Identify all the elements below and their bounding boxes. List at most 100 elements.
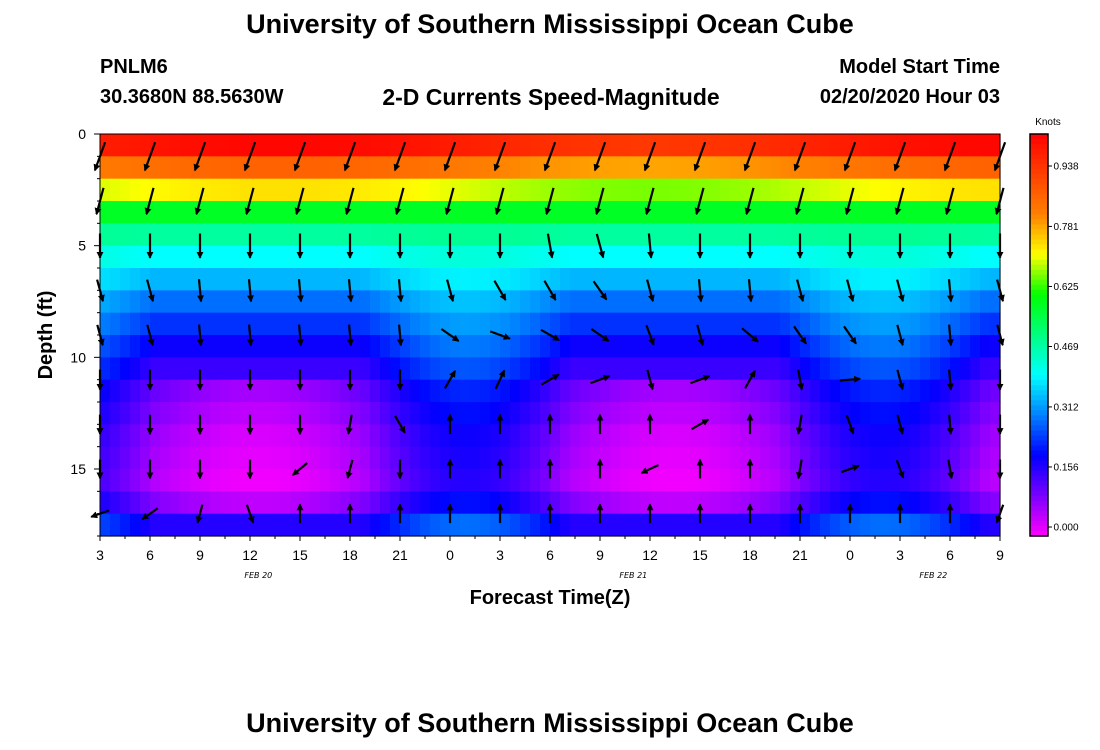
heatmap-cell <box>150 424 161 448</box>
heatmap-cell <box>720 379 731 403</box>
colorbar-segment <box>1030 314 1048 321</box>
heatmap-cell <box>700 446 711 470</box>
heatmap-cell <box>780 357 791 381</box>
heatmap-cell <box>900 245 911 269</box>
colorbar-tick-label: 0.625 <box>1053 282 1078 293</box>
heatmap-cell <box>950 245 961 269</box>
heatmap-cell <box>760 290 771 314</box>
heatmap-cell <box>280 201 291 224</box>
heatmap-cell <box>920 335 931 358</box>
heatmap-cell <box>180 156 191 180</box>
heatmap-cell <box>590 312 601 336</box>
heatmap-cell <box>250 379 261 403</box>
heatmap-cell <box>890 469 901 492</box>
heatmap-cell <box>680 402 691 425</box>
heatmap-cell <box>920 469 931 492</box>
heatmap-cell <box>760 513 771 537</box>
heatmap-cell <box>340 469 351 492</box>
heatmap-cell <box>850 402 861 425</box>
heatmap-cell <box>540 178 551 202</box>
heatmap-cell <box>620 134 631 157</box>
colorbar-segment <box>1030 520 1048 527</box>
heatmap-cell <box>880 245 891 269</box>
current-arrow <box>146 324 155 347</box>
heatmap-cell <box>420 513 431 537</box>
heatmap-cell <box>320 134 331 157</box>
heatmap-cell <box>120 491 131 515</box>
heatmap-cell <box>360 268 371 291</box>
heatmap-cell <box>190 223 201 247</box>
heatmap-cell <box>500 290 511 314</box>
heatmap-cell <box>580 491 591 515</box>
heatmap-cell <box>590 134 601 157</box>
heatmap-cell <box>910 424 921 448</box>
heatmap-cell <box>840 290 851 314</box>
heatmap-cell <box>560 178 571 202</box>
current-arrow <box>946 324 954 347</box>
heatmap-cell <box>720 491 731 515</box>
current-arrow <box>896 279 905 303</box>
heatmap-cell <box>830 290 841 314</box>
colorbar-tick-label: 0.469 <box>1053 342 1078 353</box>
heatmap-cell <box>630 469 641 492</box>
heatmap-cell <box>520 178 531 202</box>
heatmap-cell <box>330 134 341 157</box>
heatmap-cell <box>660 156 671 180</box>
heatmap-cell <box>600 379 611 403</box>
heatmap-cell <box>230 379 241 403</box>
heatmap-cell <box>440 223 451 247</box>
heatmap-cell <box>120 424 131 448</box>
heatmap-cell <box>260 335 271 358</box>
heatmap-cell <box>290 469 301 492</box>
heatmap-cell <box>530 402 541 425</box>
heatmap-cell <box>420 223 431 247</box>
current-arrow <box>440 328 460 342</box>
heatmap-cell <box>100 402 111 425</box>
heatmap-cell <box>880 178 891 202</box>
heatmap-cell <box>730 156 741 180</box>
heatmap-cell <box>190 513 201 537</box>
heatmap-cell <box>320 335 331 358</box>
heatmap-cell <box>130 513 141 537</box>
heatmap-cell <box>240 178 251 202</box>
heatmap-cell <box>420 491 431 515</box>
heatmap-cell <box>930 491 941 515</box>
heatmap-cell <box>800 424 811 448</box>
heatmap-cell <box>650 134 661 157</box>
heatmap-cell <box>440 469 451 492</box>
heatmap-cell <box>830 178 841 202</box>
heatmap-cell <box>180 335 191 358</box>
heatmap-cell <box>950 491 961 515</box>
heatmap-cell <box>410 156 421 180</box>
heatmap-cell <box>100 469 111 492</box>
heatmap-cell <box>910 201 921 224</box>
heatmap-cell <box>470 469 481 492</box>
heatmap-cell <box>350 357 361 381</box>
colorbar-segment <box>1030 390 1048 396</box>
heatmap-cell <box>300 491 311 515</box>
colorbar-segment <box>1030 425 1048 432</box>
heatmap-cell <box>820 201 831 224</box>
heatmap-cell <box>200 223 211 247</box>
heatmap-cell <box>290 223 301 247</box>
heatmap-cell <box>740 402 751 425</box>
heatmap-cell <box>480 379 491 403</box>
heatmap-cell <box>590 335 601 358</box>
heatmap-cell <box>870 312 881 336</box>
heatmap-cell <box>490 379 501 403</box>
colorbar-segment <box>1030 259 1048 266</box>
model-start-label: Model Start Time <box>839 56 1000 78</box>
heatmap-cell <box>770 424 781 448</box>
colorbar-segment <box>1030 510 1048 517</box>
heatmap-cell <box>150 469 161 492</box>
heatmap-cell <box>260 424 271 448</box>
heatmap-cell <box>140 312 151 336</box>
heatmap-cell <box>940 491 951 515</box>
heatmap-cell <box>560 201 571 224</box>
heatmap-cell <box>670 156 681 180</box>
heatmap-cell <box>120 156 131 180</box>
heatmap-cell <box>550 379 561 403</box>
heatmap-cell <box>820 134 831 157</box>
heatmap-cell <box>970 201 981 224</box>
heatmap-cell <box>970 245 981 269</box>
